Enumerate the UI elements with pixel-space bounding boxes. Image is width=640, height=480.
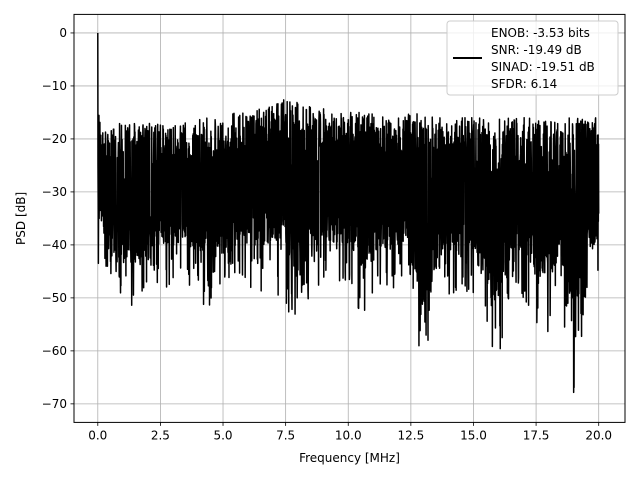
x-axis: 0.0 2.5 5.0 7.5 10.0 12.5 15.0 17.5 20.0 — [88, 422, 612, 442]
y-tick-label: 0 — [59, 26, 67, 40]
y-tick-label: −40 — [42, 238, 67, 252]
y-axis: 0 −10 −20 −30 −40 −50 −60 −70 — [42, 26, 74, 411]
y-tick-label: −60 — [42, 344, 67, 358]
y-tick-label: −50 — [42, 291, 67, 305]
x-tick-label: 0.0 — [88, 428, 107, 442]
legend-label: ENOB: -3.53 bits — [491, 26, 590, 40]
legend-label: SFDR: 6.14 — [491, 77, 557, 91]
x-tick-label: 10.0 — [335, 428, 362, 442]
x-tick-label: 20.0 — [585, 428, 612, 442]
y-tick-label: −10 — [42, 79, 67, 93]
x-tick-label: 17.5 — [523, 428, 550, 442]
axes-frame — [73, 13, 626, 423]
x-tick-label: 15.0 — [460, 428, 487, 442]
x-axis-label: Frequency [MHz] — [299, 451, 400, 465]
x-tick-label: 5.0 — [213, 428, 232, 442]
legend-label: SNR: -19.49 dB — [491, 43, 582, 57]
y-tick-label: −70 — [42, 397, 67, 411]
legend: ENOB: -3.53 bits SNR: -19.49 dB SINAD: -… — [446, 20, 619, 96]
legend-box — [446, 20, 619, 96]
legend-label: SINAD: -19.51 dB — [491, 60, 595, 74]
x-tick-label: 12.5 — [398, 428, 425, 442]
y-tick-label: −20 — [42, 132, 67, 146]
plot-area — [97, 32, 600, 394]
x-tick-label: 2.5 — [151, 428, 170, 442]
y-axis-label: PSD [dB] — [14, 192, 28, 245]
x-tick-label: 7.5 — [276, 428, 295, 442]
psd-series-line — [97, 32, 600, 394]
y-tick-label: −30 — [42, 185, 67, 199]
